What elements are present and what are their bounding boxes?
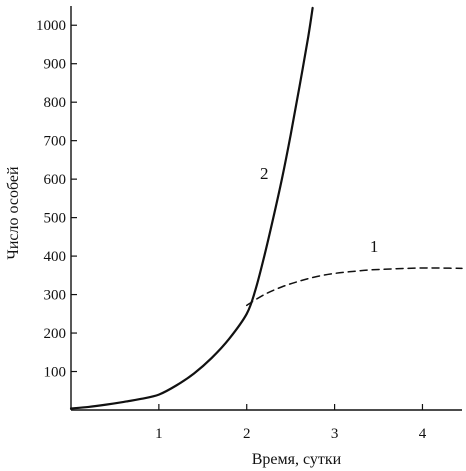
- series-2-solid-curve: [69, 6, 314, 410]
- curve-label-1: 1: [370, 237, 379, 256]
- axes: [70, 6, 462, 411]
- y-tick-label: 600: [44, 172, 67, 188]
- y-tick-label: 200: [44, 326, 67, 342]
- x-tick-label: 2: [243, 426, 251, 442]
- y-tick-label: 700: [44, 134, 67, 150]
- x-tick-label: 3: [331, 426, 339, 442]
- x-axis-label: Время, сутки: [252, 451, 342, 468]
- x-tick-label: 1: [155, 426, 163, 442]
- series-group: [69, 6, 463, 410]
- y-tick-label: 800: [44, 95, 67, 111]
- y-axis-label: Число особей: [5, 166, 22, 260]
- curve-labels: 21: [260, 164, 378, 256]
- y-tick-label: 500: [44, 211, 67, 227]
- series-1-dashed-curve: [245, 267, 463, 307]
- y-tick-label: 900: [44, 57, 67, 73]
- y-ticks: 100 200 300 400 500 600 700 800 900 1000: [36, 18, 77, 381]
- y-tick-label: 1000: [36, 18, 66, 34]
- y-tick-label: 400: [44, 249, 67, 265]
- x-ticks: 1 2 3 4: [155, 404, 427, 442]
- curve-label-2: 2: [260, 164, 269, 183]
- x-tick-label: 4: [419, 426, 427, 442]
- y-tick-label: 100: [44, 365, 67, 381]
- y-tick-label: 300: [44, 288, 67, 304]
